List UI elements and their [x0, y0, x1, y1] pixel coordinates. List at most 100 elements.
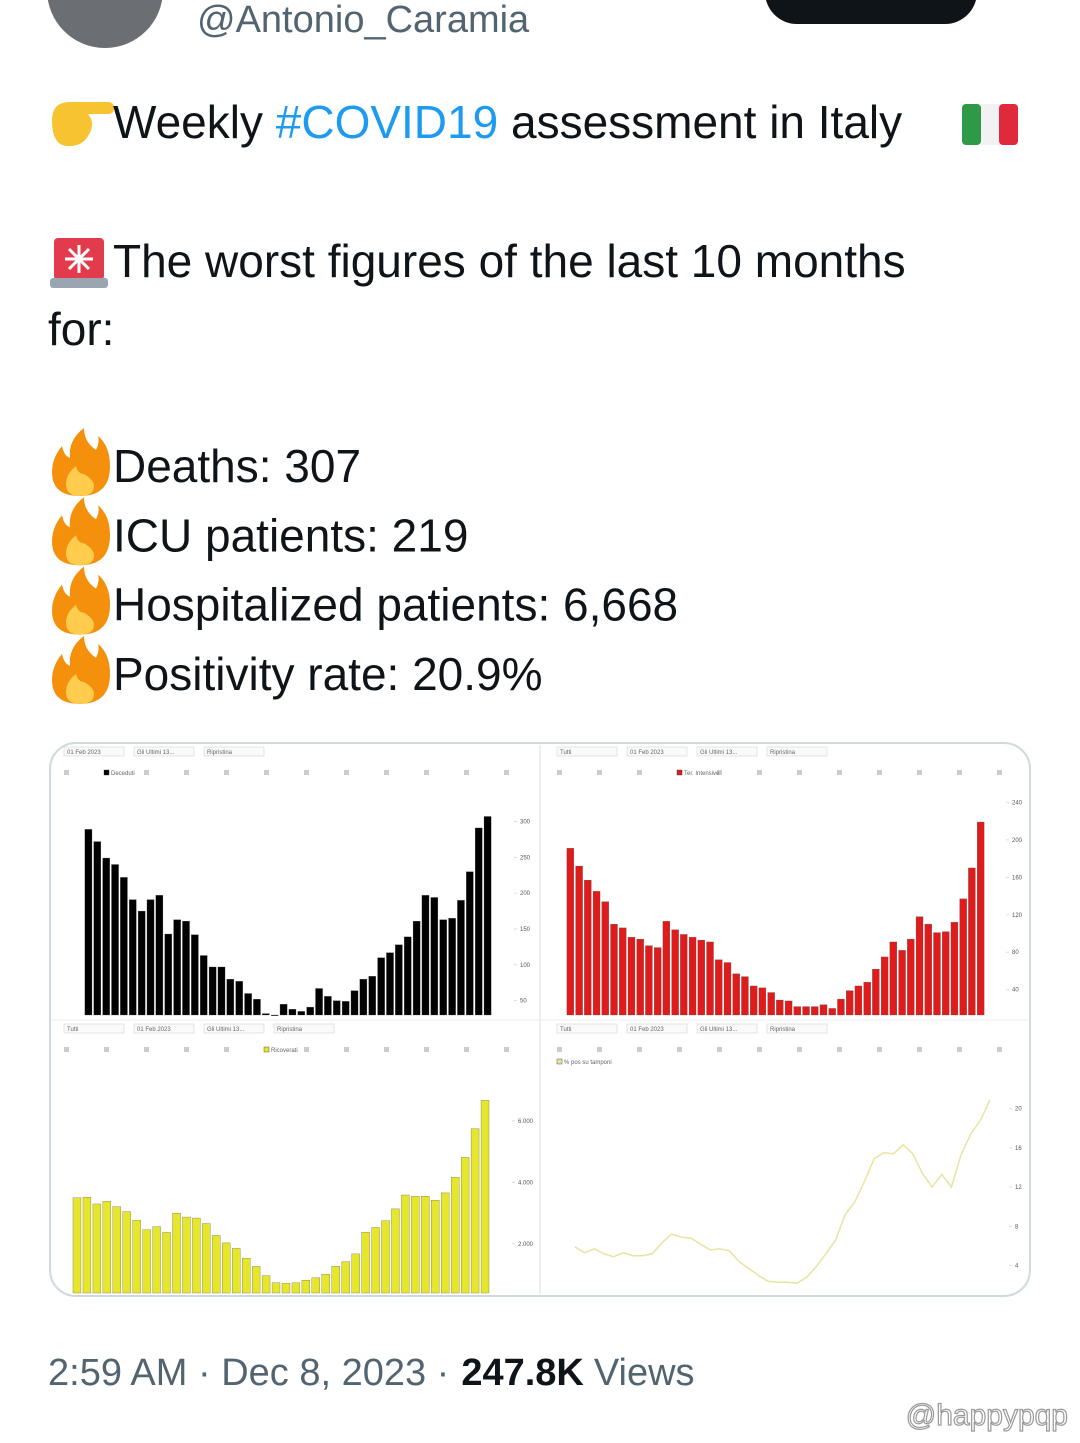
y-tick-label: 300: [520, 820, 531, 826]
control: [63, 746, 125, 757]
legend-box: [957, 1047, 962, 1052]
bar: [281, 1283, 291, 1294]
bar: [368, 976, 376, 1016]
legend-box: [424, 1047, 429, 1052]
emoji-siren: [50, 238, 108, 288]
hashtag[interactable]: #COVID19: [276, 96, 498, 148]
bar: [288, 1009, 297, 1016]
legend-box: [144, 1047, 149, 1052]
control: [626, 746, 688, 757]
tweet-line: Weekly #COVID19 assessment in Italy: [113, 96, 902, 148]
legend-label: Ricoverati: [271, 1048, 298, 1054]
legend-swatch: [676, 769, 683, 776]
bar: [404, 936, 412, 1016]
bar: [381, 1220, 390, 1294]
bar: [235, 981, 243, 1016]
stats: Deaths: 307 ICU patients: 219 Hospitalized…: [52, 428, 678, 704]
bar: [907, 938, 915, 1016]
stat-line: Deaths: 307: [113, 440, 361, 492]
bar: [431, 1200, 440, 1294]
control: [273, 1023, 335, 1034]
bar: [333, 1000, 341, 1016]
bar: [164, 933, 172, 1016]
bar: [200, 955, 208, 1016]
bar: [93, 841, 102, 1016]
bar: [306, 1006, 314, 1016]
bar: [72, 1197, 82, 1294]
chart: Tutti 01 Feb 2023 Gli Ultimi 13... Ripristi…: [556, 1023, 1022, 1284]
views-label: Views: [594, 1352, 695, 1394]
bar: [162, 1232, 171, 1294]
legend-box: [837, 1047, 842, 1052]
follow-button[interactable]: [765, 0, 977, 24]
legend-box: [344, 1047, 349, 1052]
bar: [854, 985, 863, 1016]
bar: [359, 979, 368, 1016]
bar: [732, 973, 740, 1016]
bar: [470, 1128, 480, 1294]
bar: [102, 1201, 111, 1294]
y-tick-label: 16: [1015, 1146, 1022, 1152]
bar: [192, 1217, 201, 1294]
legend-box: [877, 1047, 882, 1052]
bar: [968, 867, 976, 1016]
y-tick-label: 100: [520, 963, 531, 969]
bar: [297, 1011, 306, 1016]
bar: [889, 941, 897, 1016]
bar: [311, 1277, 320, 1294]
bar: [244, 993, 252, 1016]
control-label: Ripristina: [207, 750, 233, 756]
bar: [898, 950, 906, 1016]
bar: [619, 927, 627, 1016]
chart: 01 Feb 2023 Gli Ultimi 13... Ripristina Dec…: [63, 746, 531, 1016]
control-label: Tutti: [560, 750, 571, 756]
handle[interactable]: @Antonio_Caramia: [197, 0, 530, 41]
bar: [331, 1266, 340, 1294]
avatar[interactable]: [47, 0, 163, 48]
legend-box: [597, 770, 602, 775]
control: [766, 746, 828, 757]
legend-box: [104, 1047, 109, 1052]
y-tick-label: 160: [1012, 875, 1023, 881]
control-label: 01 Feb 2023: [137, 1027, 171, 1033]
bar: [441, 1192, 450, 1294]
bar: [202, 1223, 211, 1294]
bar: [92, 1203, 102, 1294]
y-tick-label: 12: [1015, 1185, 1022, 1191]
control: [556, 1023, 618, 1034]
views-count: 247.8K: [461, 1352, 584, 1394]
stat-line: ICU patients: 219: [113, 509, 468, 561]
bar: [315, 988, 323, 1016]
bar: [636, 938, 644, 1016]
bar: [146, 899, 155, 1016]
legend-swatch: [263, 1046, 270, 1053]
bar: [592, 891, 601, 1016]
flame: [52, 428, 110, 496]
bar: [262, 1013, 270, 1016]
bar: [566, 848, 575, 1016]
y-tick-label: 240: [1012, 800, 1023, 806]
bar: [480, 1100, 490, 1294]
control: [766, 1023, 828, 1034]
bar: [959, 898, 967, 1016]
y-tick-label: 80: [1012, 950, 1019, 956]
text: Weekly: [113, 96, 276, 148]
bar: [584, 879, 592, 1016]
legend-box: [637, 770, 642, 775]
legend-box: [304, 1047, 309, 1052]
bar: [758, 987, 767, 1016]
legend-box: [597, 1047, 602, 1052]
legend-box: [997, 1047, 1002, 1052]
bar: [391, 1208, 400, 1294]
bar: [430, 897, 439, 1016]
bar: [142, 1229, 151, 1294]
flame-core: [66, 604, 94, 635]
control-label: Ripristina: [770, 750, 796, 756]
legend-box: [717, 770, 722, 775]
bar: [460, 1157, 470, 1294]
bar: [466, 871, 474, 1016]
bar: [222, 1242, 231, 1294]
bar: [723, 962, 732, 1016]
bar: [750, 985, 758, 1016]
